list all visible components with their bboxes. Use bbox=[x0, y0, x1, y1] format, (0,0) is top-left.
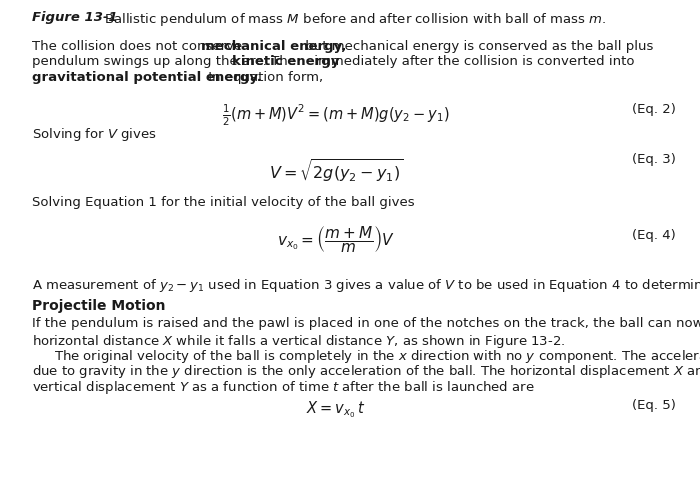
Text: gravitational potential energy.: gravitational potential energy. bbox=[32, 71, 261, 84]
Text: $X = v_{x_0}\, t$: $X = v_{x_0}\, t$ bbox=[307, 398, 365, 419]
Text: vertical displacement $Y$ as a function of time $t$ after the ball is launched a: vertical displacement $Y$ as a function … bbox=[32, 378, 534, 395]
Text: (Eq. 5): (Eq. 5) bbox=[631, 398, 675, 411]
Text: but mechanical energy is conserved as the ball plus: but mechanical energy is conserved as th… bbox=[300, 40, 653, 53]
Text: In equation form,: In equation form, bbox=[204, 71, 323, 84]
Text: kinetic energy: kinetic energy bbox=[232, 55, 340, 68]
Text: $v_{x_0} = \left(\dfrac{m + M}{m}\right)V$: $v_{x_0} = \left(\dfrac{m + M}{m}\right)… bbox=[277, 224, 395, 253]
Text: $\frac{1}{2}(m + M)V^2 = (m + M)g(y_2 - y_1)$: $\frac{1}{2}(m + M)V^2 = (m + M)g(y_2 - … bbox=[223, 103, 449, 128]
Text: pendulum swings up along the arc. The: pendulum swings up along the arc. The bbox=[32, 55, 300, 68]
Text: $V = \sqrt{2g(y_2 - y_1)}$: $V = \sqrt{2g(y_2 - y_1)}$ bbox=[269, 157, 403, 185]
Text: horizontal distance $X$ while it falls a vertical distance $Y$, as shown in Figu: horizontal distance $X$ while it falls a… bbox=[32, 332, 565, 349]
Text: mechanical energy,: mechanical energy, bbox=[201, 40, 346, 53]
Text: A measurement of $y_2 - y_1$ used in Equation 3 gives a value of $V$ to be used : A measurement of $y_2 - y_1$ used in Equ… bbox=[32, 276, 700, 294]
Text: The collision does not conserve: The collision does not conserve bbox=[32, 40, 246, 53]
Text: Solving for $V$ gives: Solving for $V$ gives bbox=[32, 126, 156, 143]
Text: due to gravity in the $y$ direction is the only acceleration of the ball. The ho: due to gravity in the $y$ direction is t… bbox=[32, 363, 700, 380]
Text: Solving Equation 1 for the initial velocity of the ball gives: Solving Equation 1 for the initial veloc… bbox=[32, 195, 414, 209]
Text: (Eq. 2): (Eq. 2) bbox=[631, 103, 675, 116]
Text: Figure 13-1: Figure 13-1 bbox=[32, 11, 118, 24]
Text: (Eq. 3): (Eq. 3) bbox=[631, 153, 675, 166]
Text: Ballistic pendulum of mass $M$ before and after collision with ball of mass $m$.: Ballistic pendulum of mass $M$ before an… bbox=[96, 11, 606, 28]
Text: If the pendulum is raised and the pawl is placed in one of the notches on the tr: If the pendulum is raised and the pawl i… bbox=[32, 316, 700, 329]
Text: immediately after the collision is converted into: immediately after the collision is conve… bbox=[310, 55, 634, 68]
Text: (Eq. 4): (Eq. 4) bbox=[631, 228, 675, 241]
Text: The original velocity of the ball is completely in the $x$ direction with no $y$: The original velocity of the ball is com… bbox=[54, 347, 700, 364]
Text: Projectile Motion: Projectile Motion bbox=[32, 299, 165, 312]
